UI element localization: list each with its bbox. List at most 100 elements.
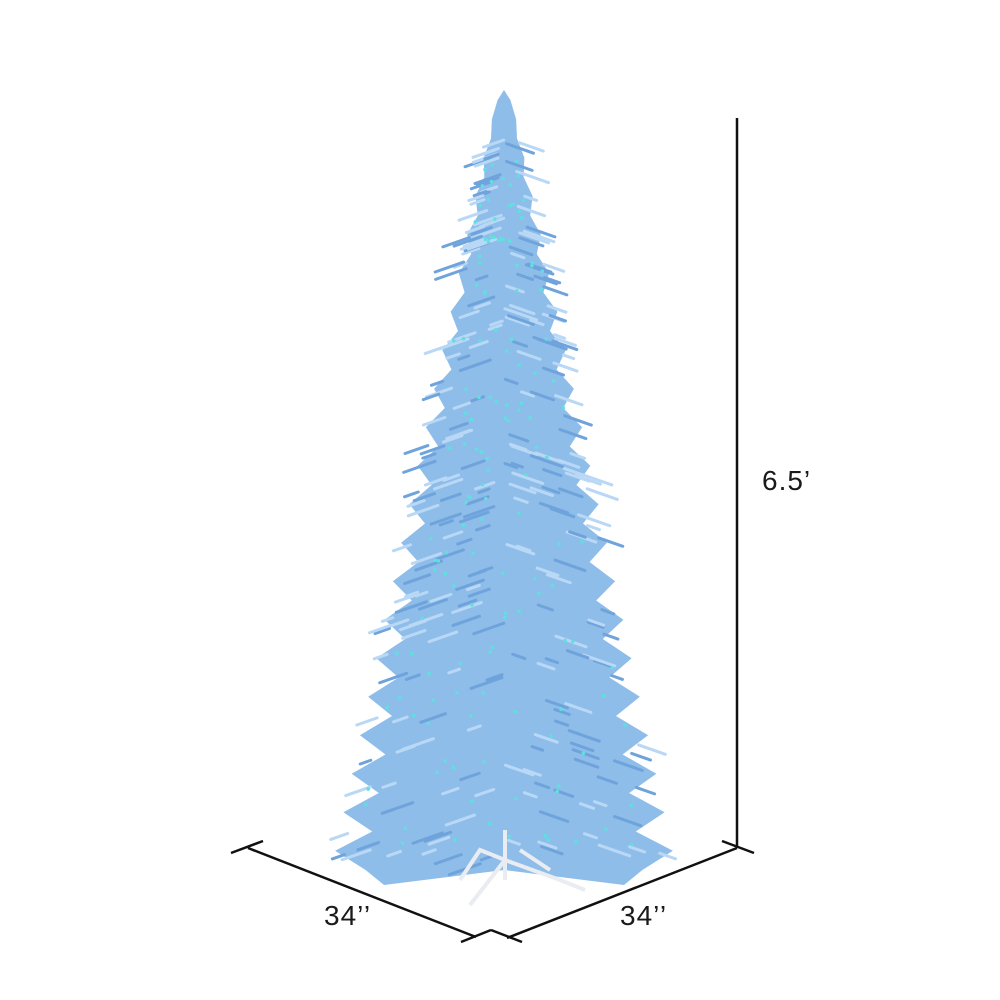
branch <box>505 142 535 155</box>
light <box>501 571 505 575</box>
branch <box>441 434 464 444</box>
branch <box>504 315 531 327</box>
light <box>482 760 487 764</box>
branch <box>456 537 473 546</box>
branch <box>467 226 502 241</box>
branch <box>447 667 462 675</box>
branch <box>380 801 415 815</box>
branch <box>441 786 460 796</box>
branch <box>458 358 492 373</box>
light <box>490 645 495 649</box>
light <box>436 559 441 563</box>
light <box>550 583 555 588</box>
branch <box>522 229 556 244</box>
branch <box>506 314 535 326</box>
light <box>629 803 634 808</box>
branch <box>467 587 491 598</box>
branch <box>610 674 624 681</box>
light <box>543 833 548 838</box>
branch <box>542 468 563 478</box>
branch <box>561 353 576 361</box>
light <box>461 523 466 528</box>
branch <box>459 771 481 782</box>
light <box>502 615 507 620</box>
branch <box>474 481 496 491</box>
light <box>519 401 524 406</box>
branch <box>518 231 551 245</box>
light <box>451 338 456 343</box>
branch <box>516 272 535 282</box>
light <box>451 765 456 770</box>
branch <box>537 840 558 850</box>
branch <box>406 503 440 518</box>
branch <box>402 459 437 474</box>
light <box>477 395 481 400</box>
branch <box>429 379 445 387</box>
light <box>483 496 488 501</box>
branch <box>329 831 350 841</box>
branch <box>452 261 468 269</box>
light <box>480 184 485 188</box>
light <box>530 260 535 265</box>
light <box>514 288 519 293</box>
branch <box>452 234 483 248</box>
branch <box>536 337 568 351</box>
branch <box>461 246 481 256</box>
branch <box>403 573 432 586</box>
light <box>444 550 448 555</box>
branch <box>582 832 599 840</box>
light <box>397 696 402 700</box>
branch <box>515 170 551 185</box>
branch <box>477 487 491 495</box>
branch <box>544 699 569 710</box>
light <box>530 263 534 268</box>
branch <box>515 544 532 553</box>
light <box>488 395 493 399</box>
light <box>536 591 541 596</box>
light <box>478 203 482 208</box>
light <box>510 337 514 341</box>
branch <box>540 845 564 856</box>
branch <box>505 284 525 294</box>
light <box>561 406 566 410</box>
branch <box>529 318 545 327</box>
branch <box>543 275 562 285</box>
light <box>494 399 498 404</box>
light <box>489 234 493 239</box>
branch <box>391 543 413 553</box>
branch <box>472 213 503 227</box>
branch <box>412 492 437 503</box>
branch <box>541 485 561 495</box>
light <box>557 542 562 546</box>
branch <box>417 598 449 611</box>
branch <box>538 810 570 823</box>
branch <box>448 421 469 431</box>
branch <box>596 775 618 785</box>
light <box>395 651 399 656</box>
branch <box>613 815 643 828</box>
branch <box>410 552 443 566</box>
branch <box>542 262 566 273</box>
branch <box>429 512 462 526</box>
light <box>498 237 502 242</box>
branch <box>613 759 644 773</box>
branch <box>381 781 397 789</box>
branch <box>535 566 560 577</box>
light <box>629 842 634 847</box>
branch <box>462 237 486 248</box>
branch <box>404 673 421 681</box>
branch <box>545 573 572 585</box>
light <box>486 468 491 472</box>
branch <box>602 632 620 641</box>
branch <box>474 787 496 798</box>
light <box>470 603 474 607</box>
branch <box>455 578 485 592</box>
light <box>464 387 468 391</box>
light <box>488 650 492 654</box>
light <box>507 834 512 839</box>
light <box>443 759 447 763</box>
branch <box>404 590 420 598</box>
light <box>462 442 467 446</box>
light <box>409 651 414 656</box>
